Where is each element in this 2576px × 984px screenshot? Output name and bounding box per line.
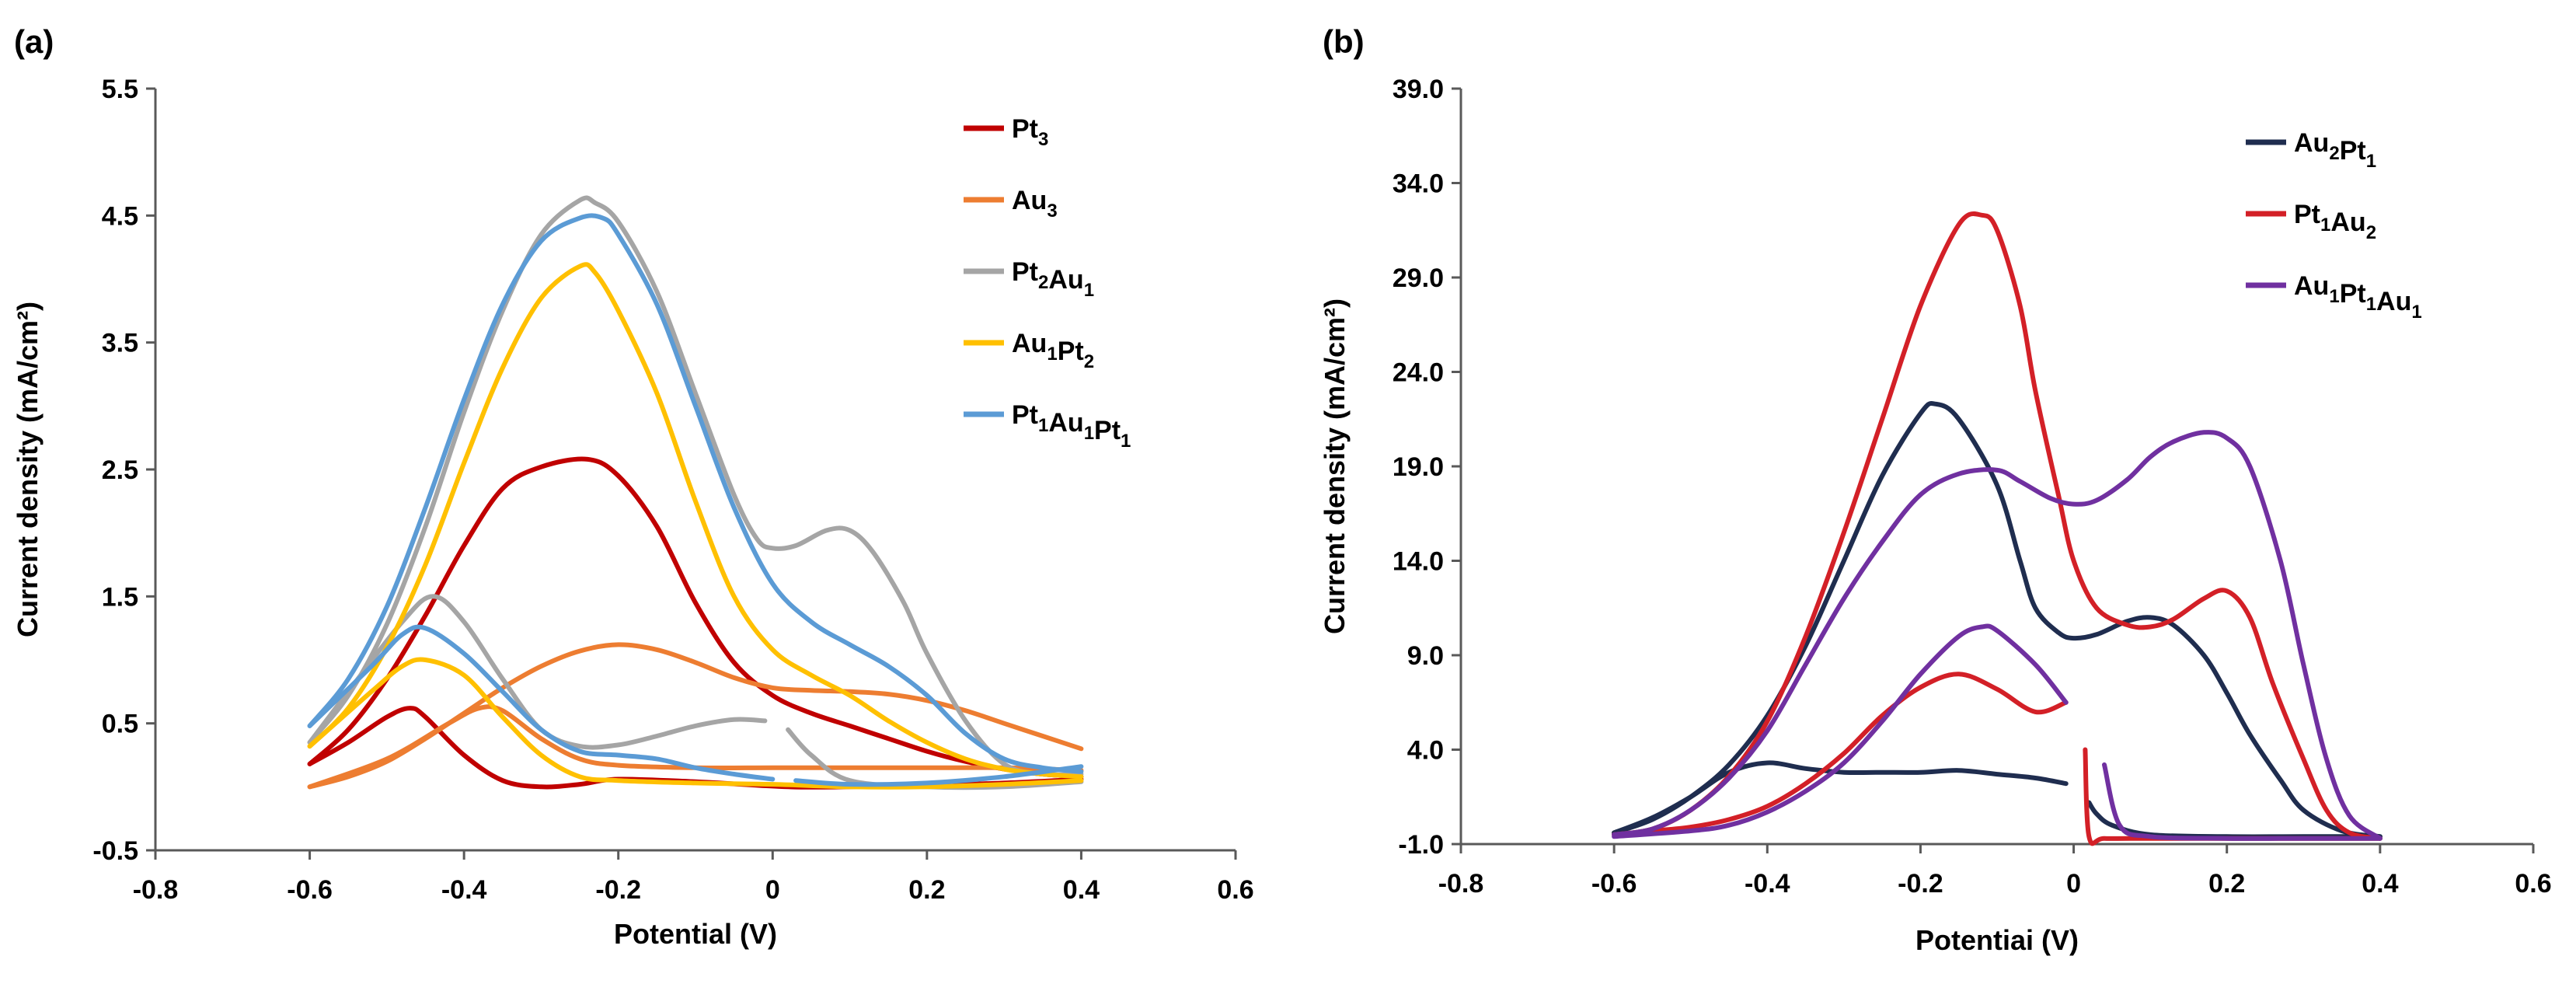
legend-item: Au2Pt1 [2246,128,2376,172]
x-tick-label: -0.2 [1898,869,1943,899]
series-line-forward [1612,211,2383,841]
legend-label: Pt1Au2 [2294,200,2376,243]
legend-item: Pt3 [964,114,1048,150]
series-line-forward [1612,430,2383,841]
y-tick-label: 2.5 [102,455,138,485]
legend-item: Au1Pt1Au1 [2246,271,2422,323]
series-line-forward [307,213,1084,774]
y-axis-title: Current density (mA/cm²) [1319,298,1351,634]
x-tick-label: 0.6 [1217,875,1253,905]
x-tick-label: -0.8 [133,875,179,905]
panel-b: (b) -1.0 4.0 9.0 14.0 19.0 24.0 29.0 34.0 39.0 -0.… [1319,23,2552,956]
series-line-forward [307,195,1084,777]
x-tick-label: 0.2 [908,875,945,905]
panel-label: (a) [14,23,54,60]
legend-label: Au1Pt2 [1012,329,1094,372]
legend-item: Pt1Au2 [2246,200,2376,243]
x-tick-label: -0.6 [1591,869,1637,899]
series-line-reverse_a [786,727,1084,790]
series-Pt2Au1 [307,195,1084,790]
legend-label: Pt3 [1012,114,1048,150]
y-tick-label: 29.0 [1393,263,1444,293]
y-tick-label: 9.0 [1407,641,1444,671]
x-tick-label: -0.4 [441,875,487,905]
x-tick-label: -0.6 [287,875,333,905]
y-tick-label: 39.0 [1393,75,1444,104]
series-line-reverse_b [1612,760,2069,836]
y-tick-label: 5.5 [102,75,138,104]
series-line-reverse_a [793,764,1084,787]
series-line-reverse [307,704,1084,790]
legend-item: Pt2Au1 [964,257,1094,301]
y-tick-label: 1.5 [102,582,138,612]
y-tick-label: 24.0 [1393,358,1444,388]
series-line-forward [307,456,1084,780]
x-tick-label: -0.4 [1745,869,1790,899]
y-tick-label: 0.5 [102,710,138,739]
series-line-reverse [307,657,1084,790]
series-line-reverse [2102,762,2383,841]
legend-label: Pt2Au1 [1012,257,1094,301]
panel-label: (b) [1323,23,1365,60]
legend-label: Pt1Au1Pt1 [1012,400,1131,452]
y-tick-label: 34.0 [1393,169,1444,199]
x-tick-label: -0.8 [1438,869,1484,899]
y-tick-label: 4.0 [1407,736,1444,766]
series-line-forward [307,262,1084,780]
series-line-reverse_b [1612,672,2069,837]
legend-label: Au2Pt1 [2294,128,2376,172]
x-tick-label: 0.4 [2362,869,2398,899]
series-line-reverse [2086,800,2383,839]
series-Pt1Au1Pt1 [307,213,1084,787]
series-line-reverse_b [1612,623,2069,839]
y-tick-label: -0.5 [92,836,138,866]
y-axis-title: Current density (mA/cm²) [12,302,44,637]
y-tick-label: 19.0 [1393,452,1444,482]
y-tick-label: 4.5 [102,201,138,231]
series-Au1Pt2 [307,262,1084,790]
x-tick-label: 0.4 [1063,875,1100,905]
x-tick-label: 0 [765,875,780,905]
legend-item: Au3 [964,186,1058,222]
x-tick-label: 0.2 [2208,869,2245,899]
x-tick-label: 0 [2066,869,2081,899]
x-axis-title: Potentiai (V) [1915,924,2079,956]
series-Pt1Au2 [1612,211,2383,846]
legend-item: Pt1Au1Pt1 [964,400,1131,452]
panel-a: (a) -0.5 0.5 1.5 2.5 3.5 4.5 5.5 -0.8 -0.6 -0.4 -0.… [12,23,1254,950]
y-tick-label: 3.5 [102,329,138,358]
x-axis-title: Potential (V) [614,918,777,950]
series-Au1Pt1Au1 [1612,430,2383,841]
series-line-reverse_b [307,624,776,782]
legend-label: Au1Pt1Au1 [2294,271,2422,323]
legend-label: Au3 [1012,186,1058,222]
y-tick-label: 14.0 [1393,547,1444,577]
x-tick-label: -0.2 [595,875,641,905]
y-tick-label: -1.0 [1398,830,1444,860]
x-tick-label: 0.6 [2515,869,2551,899]
legend-item: Au1Pt2 [964,329,1094,372]
